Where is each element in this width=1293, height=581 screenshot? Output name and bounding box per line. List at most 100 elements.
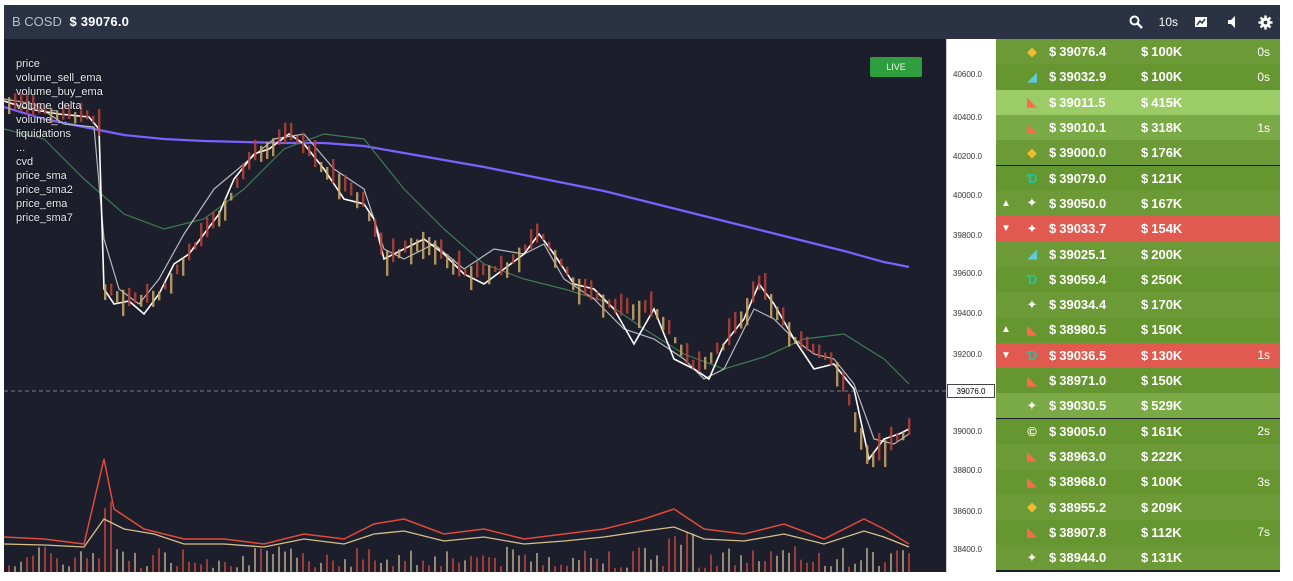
trade-price-value: 38963.0 bbox=[1059, 448, 1107, 464]
trade-price: $38944.0 bbox=[1049, 550, 1141, 565]
candle bbox=[572, 277, 575, 291]
price-chart[interactable]: price volume_sell_ema volume_buy_ema vol… bbox=[4, 39, 946, 572]
legend-item[interactable]: cvd bbox=[16, 156, 34, 168]
trade-row[interactable]: ◢ $39025.1 $200K bbox=[996, 241, 1280, 267]
gear-icon[interactable] bbox=[1256, 13, 1274, 31]
trade-row[interactable]: ◣ $38907.8 $112K 7s bbox=[996, 519, 1280, 545]
trade-price: $39005.0 bbox=[1049, 424, 1141, 439]
volume-bar bbox=[440, 566, 442, 572]
trade-row[interactable]: © $39005.0 $161K 2s bbox=[996, 418, 1280, 444]
dollar-sign: $ bbox=[1141, 423, 1149, 439]
volume-bar bbox=[662, 565, 664, 572]
volume-bar bbox=[158, 548, 160, 572]
dollar-sign: $ bbox=[1049, 44, 1057, 60]
binance-icon: ◆ bbox=[1027, 144, 1037, 160]
legend-item[interactable]: price_sma bbox=[16, 170, 67, 182]
volume-bar bbox=[758, 561, 760, 572]
trade-row[interactable]: ✦ $38944.0 $131K bbox=[996, 545, 1280, 571]
volume-bar bbox=[470, 556, 472, 572]
dollar-sign: $ bbox=[1141, 499, 1149, 515]
legend-item[interactable]: volume_buy_ema bbox=[16, 86, 103, 98]
volume-bar bbox=[500, 566, 502, 572]
candle bbox=[488, 265, 491, 285]
trade-row[interactable]: ▲ ◣ $38980.5 $150K bbox=[996, 317, 1280, 343]
candle bbox=[386, 250, 389, 276]
candle bbox=[872, 452, 875, 468]
indicator-legend: price volume_sell_ema volume_buy_ema vol… bbox=[16, 57, 103, 225]
candle bbox=[518, 247, 521, 273]
trade-row[interactable]: ◆ $38955.2 $209K bbox=[996, 494, 1280, 520]
legend-item[interactable]: volume_... bbox=[16, 114, 67, 126]
chart-canvas[interactable] bbox=[4, 39, 946, 572]
candle bbox=[674, 337, 677, 344]
candle bbox=[650, 291, 653, 317]
legend-item[interactable]: price bbox=[16, 58, 40, 70]
price-axis[interactable]: 40600.0 40400.0 40200.0 40000.0 39800.0 … bbox=[946, 39, 996, 572]
trade-row[interactable]: ◣ $38971.0 $150K bbox=[996, 367, 1280, 394]
trade-row[interactable]: ◣ $38968.0 $100K 3s bbox=[996, 469, 1280, 495]
volume-bar bbox=[356, 548, 358, 572]
candle bbox=[740, 311, 743, 329]
legend-item[interactable]: volume_delta bbox=[16, 100, 82, 112]
trade-row[interactable]: ✦ $39034.4 $170K bbox=[996, 292, 1280, 318]
volume-bar bbox=[716, 565, 718, 572]
trade-size: $100K bbox=[1141, 474, 1231, 489]
candle bbox=[62, 101, 65, 120]
legend-item[interactable]: ... bbox=[16, 142, 26, 154]
candle bbox=[866, 445, 869, 464]
ftx-icon: ◢ bbox=[1027, 68, 1037, 84]
trade-size-value: 167K bbox=[1151, 195, 1183, 211]
trade-size: $121K bbox=[1141, 171, 1231, 186]
volume-bar bbox=[326, 554, 328, 572]
candle bbox=[404, 240, 407, 253]
candle bbox=[416, 239, 419, 252]
trade-row[interactable]: ▲ ✦ $39050.0 $167K bbox=[996, 190, 1280, 217]
live-badge[interactable]: LIVE bbox=[870, 57, 922, 77]
candle bbox=[428, 237, 431, 256]
trade-row[interactable]: ▼ ✦ $39033.7 $154K bbox=[996, 216, 1280, 242]
trade-row[interactable]: ◣ $38963.0 $222K bbox=[996, 443, 1280, 470]
trade-row[interactable]: Ɗ $39079.0 $121K bbox=[996, 165, 1280, 191]
screenshot-icon[interactable] bbox=[1192, 13, 1210, 31]
trade-row[interactable]: ◆ $39076.4 $100K 0s bbox=[996, 39, 1280, 65]
volume-buy-ema-line bbox=[4, 518, 910, 548]
legend-item[interactable]: volume_sell_ema bbox=[16, 72, 102, 84]
trades-list[interactable]: ◆ $39076.4 $100K 0s ◢ $39032.9 $100K 0s ◣ $39011.… bbox=[996, 39, 1280, 572]
trade-row[interactable]: ◣ $39010.1 $318K 1s bbox=[996, 114, 1280, 141]
volume-bar bbox=[836, 559, 838, 572]
trade-row[interactable]: ✦ $39030.5 $529K bbox=[996, 393, 1280, 419]
candle bbox=[458, 250, 461, 277]
trade-row[interactable]: ◆ $39000.0 $176K bbox=[996, 140, 1280, 166]
legend-item[interactable]: price_sma7 bbox=[16, 212, 73, 224]
search-icon[interactable] bbox=[1127, 13, 1145, 31]
legend-item[interactable]: price_sma2 bbox=[16, 184, 73, 196]
candle bbox=[644, 300, 647, 313]
volume-bar bbox=[164, 552, 166, 572]
timeframe-button[interactable]: 10s bbox=[1158, 15, 1178, 29]
volume-bar bbox=[746, 562, 748, 572]
trade-row[interactable]: ◢ $39032.9 $100K 0s bbox=[996, 64, 1280, 90]
dollar-sign: $ bbox=[1049, 347, 1057, 363]
volume-icon[interactable] bbox=[1224, 13, 1242, 31]
trade-row[interactable]: ◣ $39011.5 $415K bbox=[996, 89, 1280, 115]
volume-bar bbox=[272, 554, 274, 572]
trade-size: $222K bbox=[1141, 449, 1231, 464]
dollar-sign: $ bbox=[1141, 94, 1149, 110]
legend-item[interactable]: price_ema bbox=[16, 198, 68, 210]
candle bbox=[86, 110, 89, 120]
bybit-icon: ✦ bbox=[1026, 397, 1038, 413]
candle bbox=[620, 293, 623, 316]
trade-size-value: 170K bbox=[1151, 297, 1183, 313]
legend-item[interactable]: liquidations bbox=[16, 128, 72, 140]
bitmex-icon: ◣ bbox=[1027, 473, 1037, 489]
dollar-sign: $ bbox=[1049, 322, 1057, 338]
trade-row[interactable]: Ɗ $39059.4 $250K bbox=[996, 266, 1280, 292]
candle bbox=[206, 217, 209, 238]
candle bbox=[506, 262, 509, 278]
bitmex-icon: ◣ bbox=[1027, 321, 1037, 337]
candle bbox=[482, 263, 485, 276]
header-toolbar: 10s bbox=[1127, 11, 1274, 33]
price-sma-line bbox=[4, 105, 910, 269]
candle bbox=[704, 356, 707, 370]
trade-row[interactable]: ▼ Ɗ $39036.5 $130K 1s bbox=[996, 342, 1280, 368]
